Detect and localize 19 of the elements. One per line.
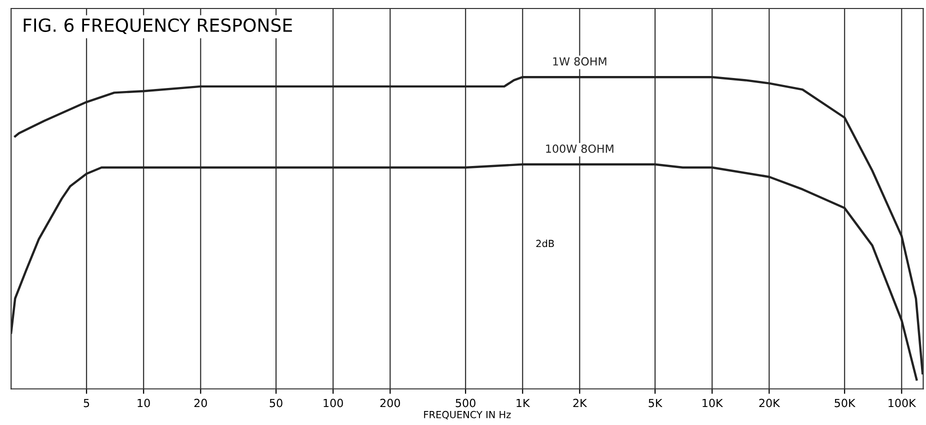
x-axis-title: FREQUENCY IN Hz [424,410,511,420]
x-tick-label: 5 [84,398,90,408]
x-tick-label: 2K [573,398,588,408]
x-tick-label: 10K [702,398,724,408]
x-tick-label: 1K [516,398,530,408]
x-tick-label: 200 [380,398,400,408]
x-tick-label: 10 [138,398,150,408]
x-tick-label: 20 [194,398,207,408]
x-tick-label: 100 [324,398,343,408]
x-tick-label: 5K [648,398,662,408]
series-label: 100W 8OHM [546,144,614,153]
x-tick-label: 100K [888,398,916,408]
x-tick-label: 50 [270,398,282,408]
series-label: 1W 8OHM [553,57,606,66]
chart-title: FIG. 6 FREQUENCY RESPONSE [24,18,292,34]
annotation: 2dB [536,240,554,248]
x-tick-label: 500 [456,398,476,408]
x-tick-label: 20K [759,398,780,408]
x-tick-label: 50K [834,398,856,408]
